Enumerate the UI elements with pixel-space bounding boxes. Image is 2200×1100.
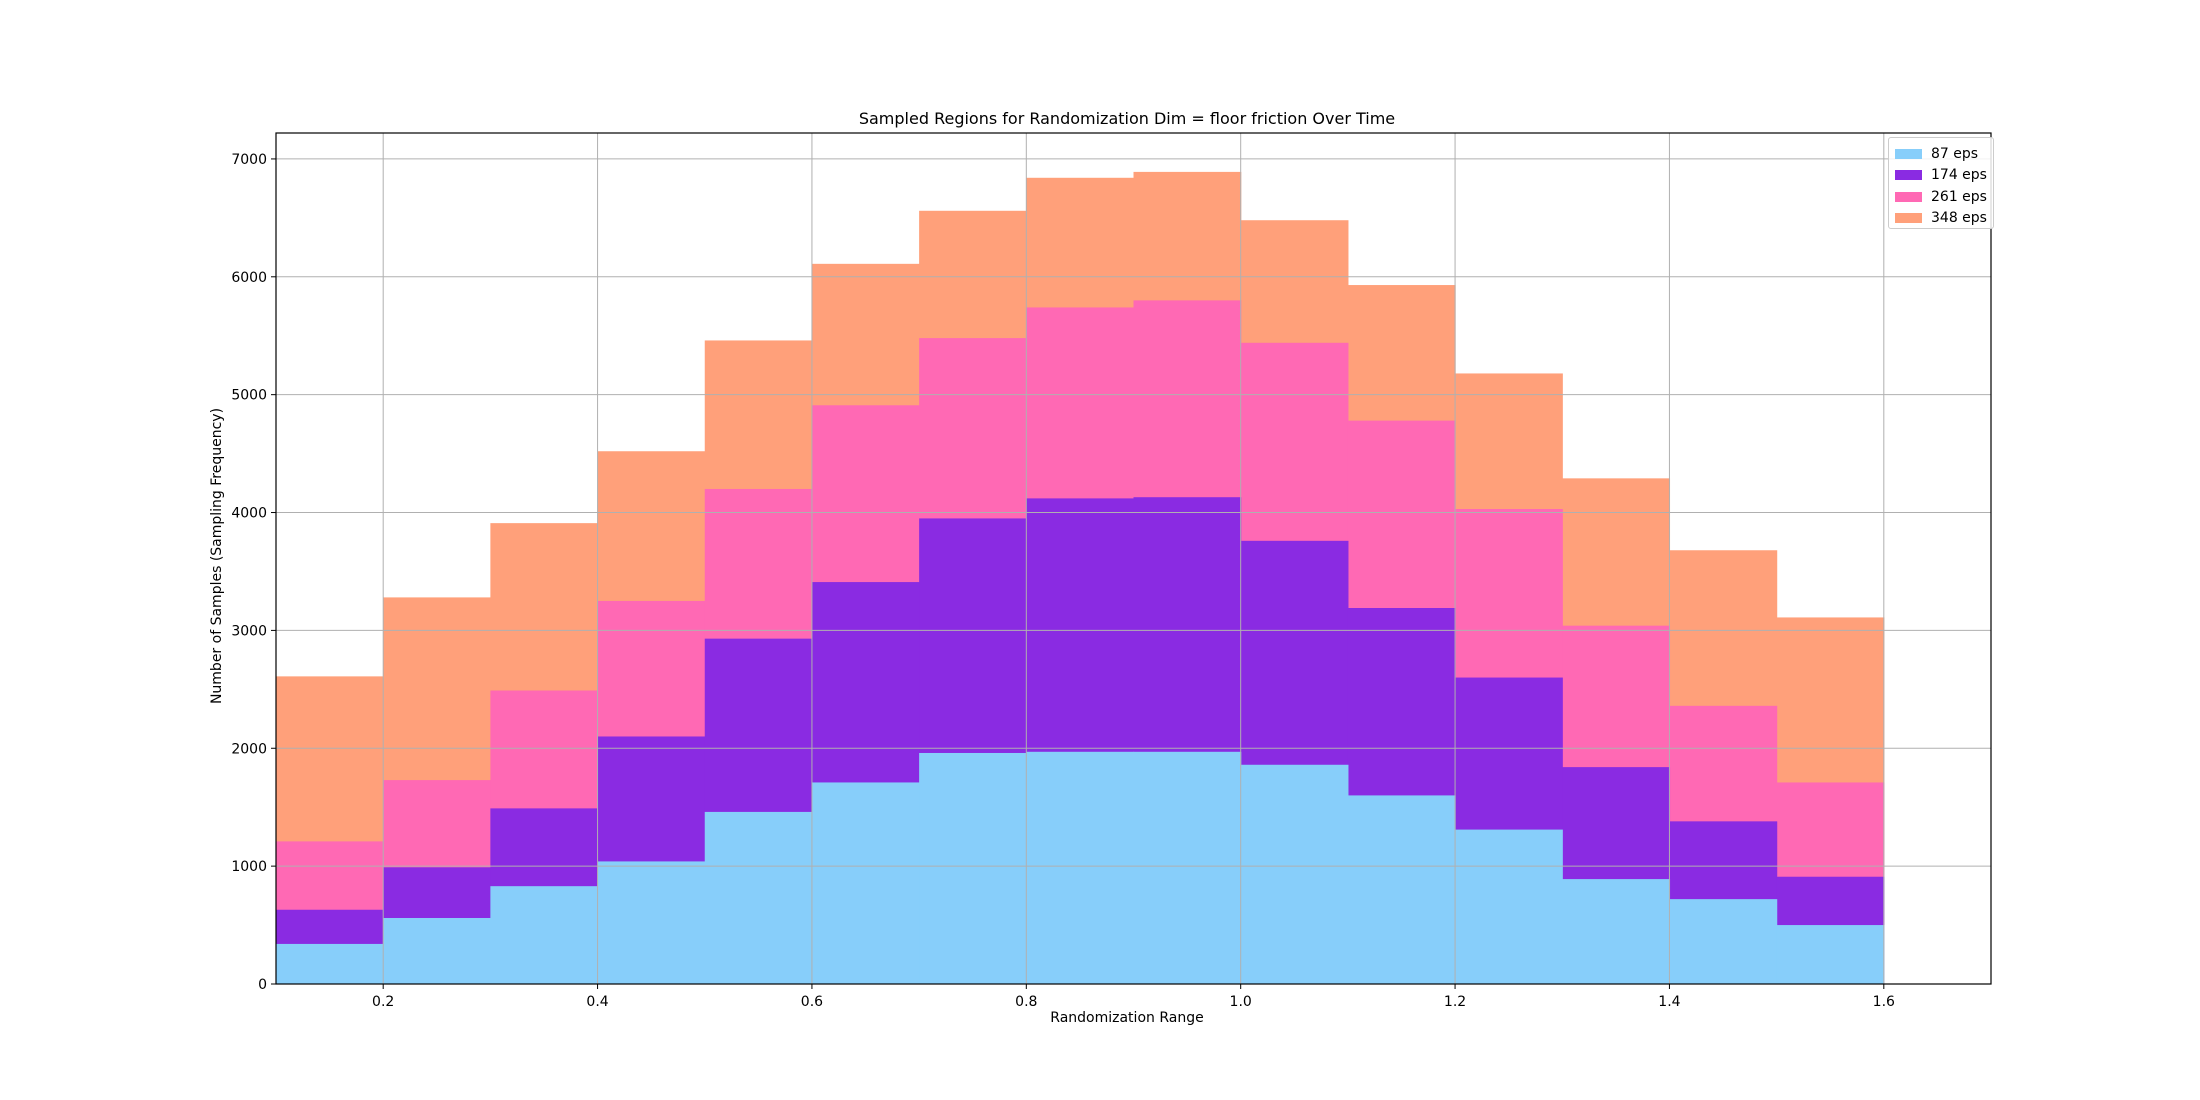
- legend-label: 348 eps: [1931, 210, 1987, 227]
- x-tick-label: 1.6: [1873, 994, 1895, 1010]
- legend-item: 348 eps: [1895, 208, 1987, 230]
- legend-item: 87 eps: [1895, 143, 1987, 165]
- bar-87-eps: [490, 886, 599, 984]
- y-tick-label: 7000: [231, 152, 267, 168]
- bar-87-eps: [1240, 764, 1349, 984]
- bar-87-eps: [276, 943, 384, 984]
- legend-label: 174 eps: [1931, 167, 1987, 184]
- chart-legend: 87 eps 174 eps 261 eps 348 eps: [1888, 137, 1994, 229]
- x-tick-label: 1.0: [1230, 994, 1252, 1010]
- x-tick-label: 1.4: [1658, 994, 1680, 1010]
- legend-label: 261 eps: [1931, 188, 1987, 205]
- bar-87-eps: [1455, 829, 1563, 984]
- y-tick-label: 1000: [231, 859, 267, 875]
- x-axis-label: Randomization Range: [1050, 1010, 1203, 1026]
- y-tick-label: 3000: [231, 623, 267, 639]
- legend-item: 174 eps: [1895, 165, 1987, 187]
- legend-item: 261 eps: [1895, 186, 1987, 208]
- legend-swatch: [1895, 213, 1922, 224]
- y-tick-label: 2000: [231, 741, 267, 757]
- y-tick-label: 0: [258, 977, 267, 993]
- x-tick-label: 0.6: [801, 994, 823, 1010]
- bar-87-eps: [1347, 795, 1456, 984]
- stacked-bars: [276, 133, 1991, 985]
- bar-87-eps: [919, 752, 1027, 984]
- plot-frame: [275, 132, 1992, 985]
- x-tick-label: 0.8: [1015, 994, 1037, 1010]
- y-axis-label: Number of Samples (Sampling Frequency): [209, 408, 225, 704]
- bar-87-eps: [704, 811, 813, 984]
- y-tick-label: 4000: [231, 506, 267, 522]
- legend-label: 87 eps: [1931, 145, 1979, 162]
- x-tick-label: 1.2: [1444, 994, 1466, 1010]
- y-tick-label: 6000: [231, 270, 267, 286]
- bar-87-eps: [383, 917, 491, 984]
- y-tick-label: 5000: [231, 388, 267, 404]
- bar-87-eps: [1562, 879, 1671, 984]
- axes: 0.2 0.4 0.6 0.8 1.0 1.2 1.4 1.6 0 1000 2000 3000 400…: [231, 132, 1992, 1010]
- x-tick-label: 0.4: [586, 994, 608, 1010]
- chart-title: Sampled Regions for Randomization Dim = …: [859, 109, 1395, 128]
- bar-87-eps: [1669, 899, 1778, 984]
- legend-swatch: [1895, 170, 1922, 181]
- bar-87-eps: [1776, 925, 1885, 984]
- legend-swatch: [1895, 191, 1922, 202]
- bar-87-eps: [1026, 751, 1135, 984]
- bar-87-eps: [1133, 751, 1242, 984]
- bar-87-eps: [811, 782, 920, 984]
- legend-swatch: [1895, 148, 1922, 159]
- x-tick-label: 0.2: [372, 994, 394, 1010]
- bar-87-eps: [597, 861, 706, 984]
